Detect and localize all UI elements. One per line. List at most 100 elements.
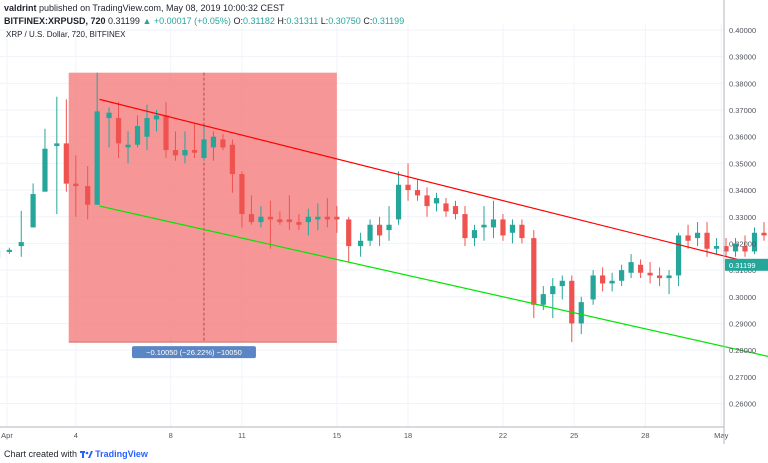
y-tick-label: 0.28000	[729, 346, 756, 355]
candle-body	[540, 294, 546, 305]
candle-body	[395, 184, 402, 220]
candle-body	[481, 224, 487, 228]
trendlines	[99, 98, 768, 357]
candle-body	[619, 270, 625, 281]
y-tick-label: 0.29000	[729, 319, 756, 328]
candle-body	[125, 144, 131, 148]
candle-body	[106, 112, 112, 119]
close-label: C:	[363, 16, 373, 26]
current-price-label: 0.31199	[729, 261, 756, 270]
candle-body	[414, 190, 421, 196]
candle-body	[367, 224, 373, 241]
candle-body	[751, 232, 758, 252]
candle-body	[85, 186, 91, 205]
candle-body	[713, 246, 720, 249]
candle-body	[531, 238, 537, 305]
candle-body	[590, 275, 596, 300]
open-label: O:	[233, 16, 243, 26]
candle-body	[628, 262, 634, 273]
x-tick-label: 11	[238, 431, 246, 440]
candle-body	[452, 206, 459, 215]
candle-body	[346, 219, 352, 247]
candle-body	[201, 139, 207, 159]
candle-body	[153, 115, 160, 120]
candle-body	[6, 249, 12, 252]
candle-body	[609, 280, 615, 284]
current-price-tag	[725, 258, 768, 271]
measure-range: −0.10050 (−26.22%) −10050	[68, 72, 337, 359]
candle-body	[182, 150, 188, 156]
candle-body	[277, 219, 283, 223]
candle-body	[471, 230, 478, 239]
candle-body	[675, 235, 682, 276]
high-value: 0.31311	[286, 16, 319, 26]
tradingview-logo-icon	[79, 451, 93, 459]
candle-body	[163, 115, 169, 151]
x-tick-label: Apr	[1, 431, 13, 440]
candle-body	[63, 143, 69, 184]
candle-body	[723, 246, 729, 252]
y-tick-label: 0.27000	[729, 373, 756, 382]
candle-body	[42, 148, 48, 192]
candle-body	[220, 139, 226, 148]
trendline-upper	[99, 98, 768, 268]
candle-body	[462, 214, 468, 239]
symbol-label: BITFINEX:XRPUSD, 720	[4, 16, 106, 26]
created-with-text: Chart created with	[4, 449, 78, 459]
y-tick-label: 0.36000	[729, 133, 756, 142]
candle-body	[248, 214, 255, 223]
publish-info: valdrint published on TradingView.com, M…	[4, 3, 285, 13]
candle-body	[334, 216, 340, 220]
open-value: 0.31182	[242, 16, 275, 26]
candle-body	[647, 272, 653, 276]
candle-body	[73, 183, 79, 187]
close-value: 0.31199	[372, 16, 405, 26]
y-tick-label: 0.26000	[729, 400, 756, 409]
candle-body	[239, 174, 245, 215]
candle-body	[376, 224, 383, 236]
x-tick-label: 22	[499, 431, 507, 440]
x-tick-label: 15	[333, 431, 341, 440]
candle-body	[267, 216, 274, 220]
candle-body	[509, 224, 516, 233]
candle-body	[296, 222, 302, 225]
candle-body	[357, 240, 364, 247]
up-arrow-icon: ▲	[142, 16, 152, 26]
trendline-lower	[99, 205, 768, 357]
candle-body	[115, 118, 122, 144]
axes: 0.260000.270000.280000.290000.300000.310…	[0, 0, 768, 444]
candle-body	[191, 150, 198, 153]
candle-body	[134, 126, 141, 145]
y-tick-label: 0.30000	[729, 293, 756, 302]
candle-body	[500, 219, 506, 236]
high-label: H:	[277, 16, 287, 26]
candle-body	[286, 219, 292, 223]
tradingview-brand[interactable]: TradingView	[95, 449, 148, 459]
candle-body	[519, 224, 525, 239]
candle-body	[742, 246, 748, 252]
y-tick-label: 0.32000	[729, 239, 756, 248]
candle-body	[732, 243, 739, 252]
y-tick-label: 0.40000	[729, 26, 756, 35]
x-tick-label: 28	[641, 431, 649, 440]
y-tick-label: 0.37000	[729, 106, 756, 115]
candle-body	[324, 216, 330, 220]
y-tick-label: 0.34000	[729, 186, 756, 195]
footer: Chart created with TradingView	[4, 449, 148, 459]
candles	[0, 72, 767, 343]
author-name[interactable]: valdrint	[4, 3, 37, 13]
candle-body	[386, 224, 392, 231]
measure-range-box	[68, 72, 337, 343]
candle-body	[315, 216, 321, 220]
candle-body	[210, 136, 217, 148]
candle-body	[258, 216, 264, 223]
candle-body	[569, 280, 575, 324]
ohlc-header: BITFINEX:XRPUSD, 720 0.31199 ▲ +0.00017 …	[4, 16, 404, 26]
candle-body	[694, 232, 701, 239]
candle-body	[54, 143, 60, 147]
candle-body	[637, 264, 644, 273]
y-tick-label: 0.35000	[729, 159, 756, 168]
candle-body	[704, 232, 710, 249]
candle-body	[172, 150, 179, 156]
candle-body	[559, 280, 565, 287]
